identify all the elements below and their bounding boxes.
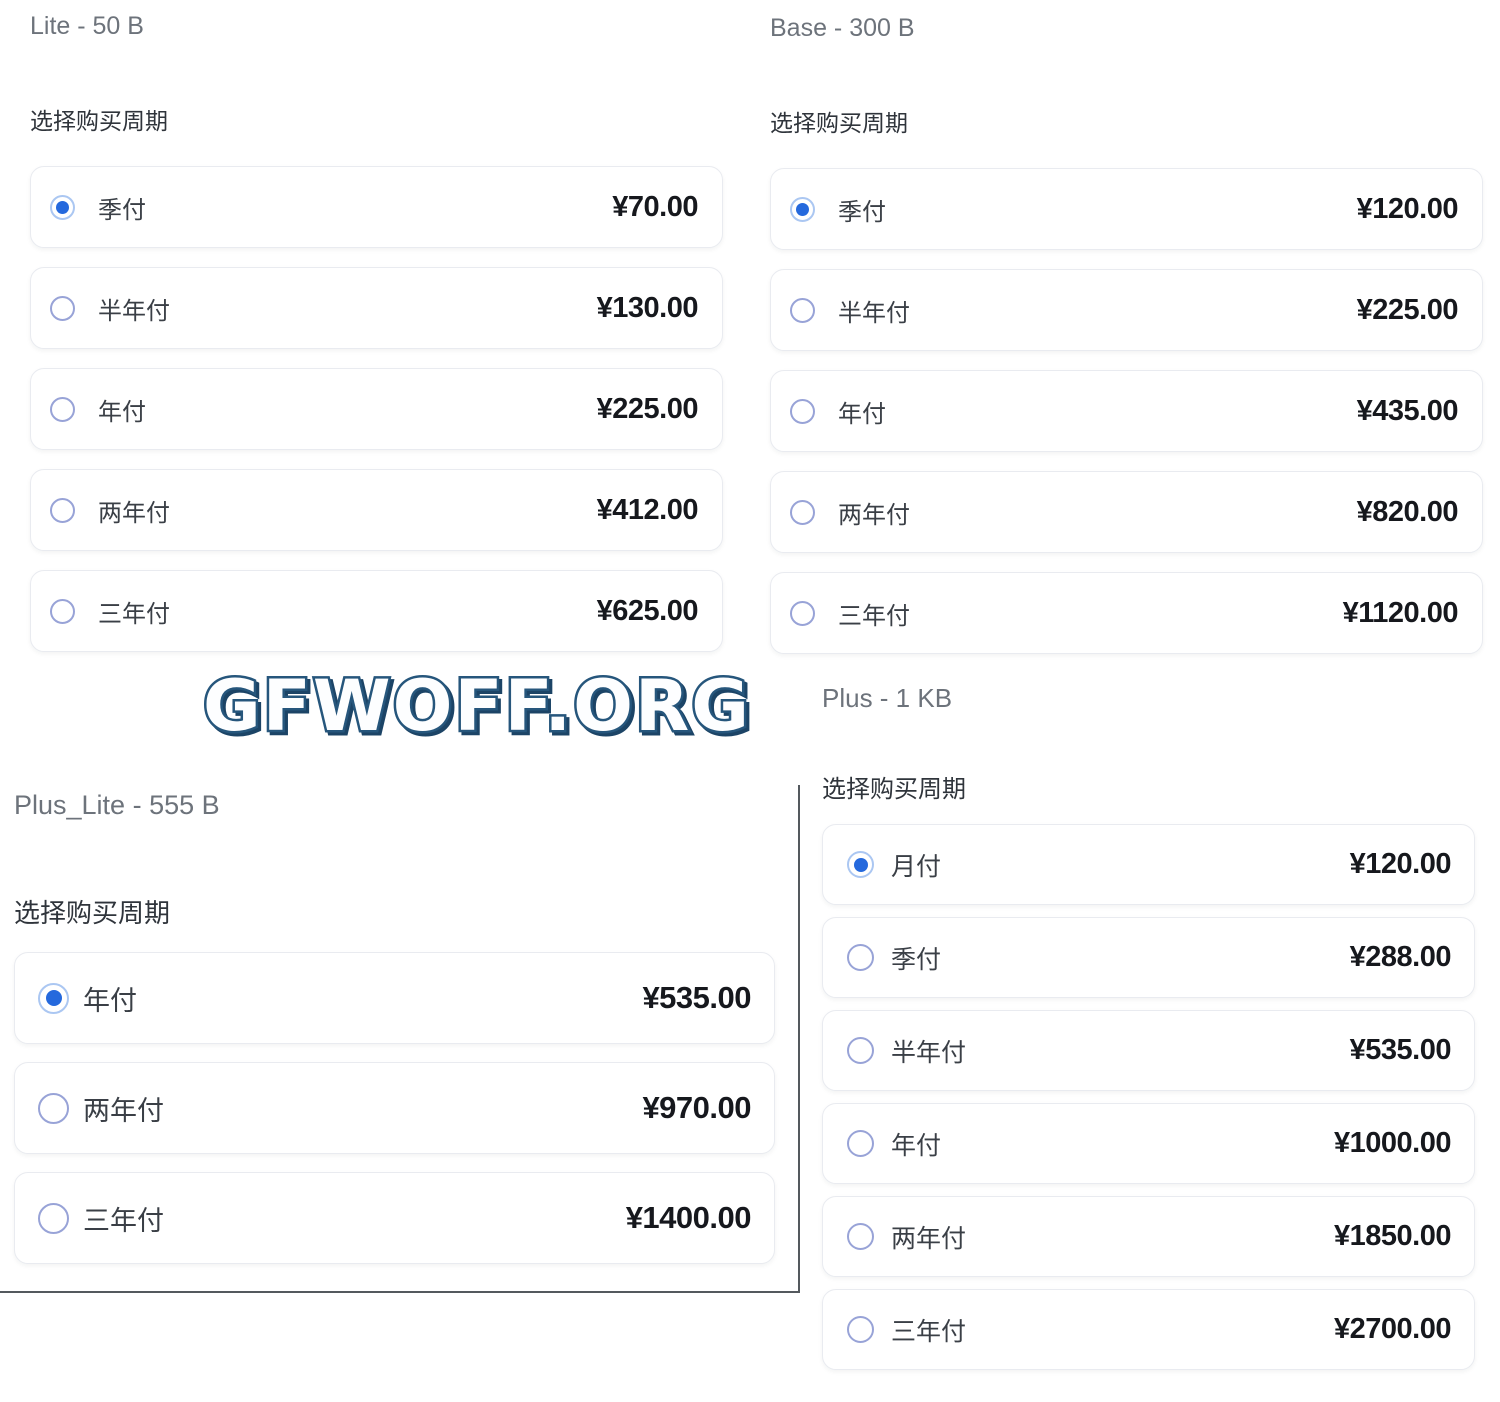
billing-cycle-label: 月付 (891, 852, 942, 881)
gfwoff-watermark: GFWOFF.ORG (201, 663, 752, 750)
price-label: ¥120.00 (1349, 848, 1452, 880)
radio-unselected-icon[interactable] (790, 297, 815, 323)
billing-option-row[interactable]: 三年付 ¥2700.00 (822, 1289, 1475, 1370)
cycle-select-label: 选择购买周期 (822, 776, 966, 803)
radio-unselected-icon[interactable] (50, 497, 75, 523)
radio-unselected-icon[interactable] (790, 600, 815, 626)
radio-unselected-icon[interactable] (50, 295, 75, 321)
plan-section-lite: Lite - 50 B 选择购买周期 季付 ¥70.00 半年付 ¥130.00 年付 ¥… (30, 10, 723, 652)
radio-unselected-icon[interactable] (38, 1202, 69, 1234)
plan-section-plus-lite: Plus_Lite - 555 B 选择购买周期 年付 ¥535.00 两年付 ¥97… (14, 788, 775, 1264)
cycle-select-label: 选择购买周期 (14, 898, 171, 928)
price-label: ¥625.00 (596, 594, 699, 627)
radio-unselected-icon[interactable] (847, 1223, 874, 1250)
price-label: ¥2700.00 (1334, 1313, 1451, 1345)
cycle-select-label: 选择购买周期 (770, 110, 908, 136)
billing-cycle-label: 三年付 (891, 1317, 967, 1346)
price-label: ¥225.00 (1356, 293, 1459, 326)
price-label: ¥70.00 (612, 190, 698, 223)
plan-section-plus: Plus - 1 KB 选择购买周期 月付 ¥120.00 季付 ¥288.00 半年付… (822, 682, 1475, 1370)
billing-option-row[interactable]: 年付 ¥225.00 (30, 368, 723, 450)
billing-option-row[interactable]: 三年付 ¥625.00 (30, 570, 723, 652)
radio-unselected-icon[interactable] (790, 398, 815, 424)
billing-option-row[interactable]: 两年付 ¥970.00 (14, 1062, 775, 1154)
radio-selected-icon[interactable] (790, 196, 815, 222)
billing-cycle-label: 半年付 (98, 297, 170, 325)
price-label: ¥435.00 (1356, 394, 1459, 427)
price-label: ¥1850.00 (1334, 1220, 1451, 1252)
radio-unselected-icon[interactable] (847, 1130, 874, 1157)
billing-cycle-label: 两年付 (838, 501, 910, 529)
billing-cycle-label: 年付 (98, 398, 146, 426)
radio-unselected-icon[interactable] (847, 944, 874, 971)
billing-options-list: 季付 ¥70.00 半年付 ¥130.00 年付 ¥225.00 两年付 ¥412.00 三年付… (30, 166, 723, 652)
cycle-select-label: 选择购买周期 (30, 108, 168, 134)
price-label: ¥120.00 (1356, 192, 1459, 225)
radio-unselected-icon[interactable] (847, 1037, 874, 1064)
price-label: ¥412.00 (596, 493, 699, 526)
price-label: ¥130.00 (596, 291, 699, 324)
billing-cycle-label: 三年付 (83, 1205, 164, 1236)
billing-cycle-label: 半年付 (838, 299, 910, 327)
billing-option-row[interactable]: 年付 ¥435.00 (770, 370, 1483, 452)
billing-cycle-label: 两年付 (98, 499, 170, 527)
price-label: ¥535.00 (642, 980, 751, 1015)
price-label: ¥288.00 (1349, 941, 1452, 973)
billing-option-row[interactable]: 季付 ¥120.00 (770, 168, 1483, 250)
billing-cycle-label: 三年付 (838, 602, 910, 630)
billing-cycle-label: 年付 (838, 400, 886, 428)
billing-options-list: 季付 ¥120.00 半年付 ¥225.00 年付 ¥435.00 两年付 ¥820.00 三年… (770, 168, 1483, 654)
billing-option-row[interactable]: 年付 ¥535.00 (14, 952, 775, 1044)
plan-title: Plus_Lite - 555 B (14, 790, 220, 820)
plan-section-base: Base - 300 B 选择购买周期 季付 ¥120.00 半年付 ¥225.00 年… (770, 12, 1483, 654)
price-label: ¥225.00 (596, 392, 699, 425)
plan-title: Plus - 1 KB (822, 683, 953, 713)
price-label: ¥1000.00 (1334, 1127, 1451, 1159)
price-label: ¥535.00 (1349, 1034, 1452, 1066)
billing-option-row[interactable]: 季付 ¥288.00 (822, 917, 1475, 998)
billing-option-row[interactable]: 季付 ¥70.00 (30, 166, 723, 248)
radio-selected-icon[interactable] (847, 851, 874, 878)
radio-unselected-icon[interactable] (38, 1092, 69, 1124)
price-label: ¥970.00 (642, 1090, 751, 1125)
billing-option-row[interactable]: 两年付 ¥1850.00 (822, 1196, 1475, 1277)
radio-unselected-icon[interactable] (50, 598, 75, 624)
plan-title: Lite - 50 B (30, 12, 144, 40)
price-label: ¥1400.00 (625, 1200, 752, 1235)
price-label: ¥1120.00 (1342, 596, 1459, 629)
billing-cycle-label: 三年付 (98, 600, 170, 628)
billing-option-row[interactable]: 三年付 ¥1120.00 (770, 572, 1483, 654)
billing-options-list: 月付 ¥120.00 季付 ¥288.00 半年付 ¥535.00 年付 ¥1000.00 两年… (822, 824, 1475, 1370)
radio-unselected-icon[interactable] (790, 499, 815, 525)
billing-cycle-label: 半年付 (891, 1038, 967, 1067)
billing-option-row[interactable]: 半年付 ¥225.00 (770, 269, 1483, 351)
billing-option-row[interactable]: 半年付 ¥130.00 (30, 267, 723, 349)
billing-option-row[interactable]: 两年付 ¥412.00 (30, 469, 723, 551)
billing-cycle-label: 年付 (891, 1131, 942, 1160)
billing-cycle-label: 季付 (891, 945, 942, 974)
svg-text:GFWOFF.ORG: GFWOFF.ORG (203, 665, 751, 747)
billing-cycle-label: 季付 (98, 196, 146, 224)
plan-title: Base - 300 B (770, 14, 915, 42)
radio-selected-icon[interactable] (38, 982, 69, 1014)
billing-option-row[interactable]: 月付 ¥120.00 (822, 824, 1475, 905)
price-label: ¥820.00 (1356, 495, 1459, 528)
radio-unselected-icon[interactable] (50, 396, 75, 422)
billing-cycle-label: 两年付 (891, 1224, 967, 1253)
billing-option-row[interactable]: 两年付 ¥820.00 (770, 471, 1483, 553)
billing-cycle-label: 季付 (838, 198, 886, 226)
billing-option-row[interactable]: 半年付 ¥535.00 (822, 1010, 1475, 1091)
billing-option-row[interactable]: 年付 ¥1000.00 (822, 1103, 1475, 1184)
billing-cycle-label: 年付 (83, 985, 137, 1016)
billing-option-row[interactable]: 三年付 ¥1400.00 (14, 1172, 775, 1264)
billing-options-list: 年付 ¥535.00 两年付 ¥970.00 三年付 ¥1400.00 (14, 952, 775, 1264)
radio-unselected-icon[interactable] (847, 1316, 874, 1343)
radio-selected-icon[interactable] (50, 194, 75, 220)
billing-cycle-label: 两年付 (83, 1095, 164, 1126)
